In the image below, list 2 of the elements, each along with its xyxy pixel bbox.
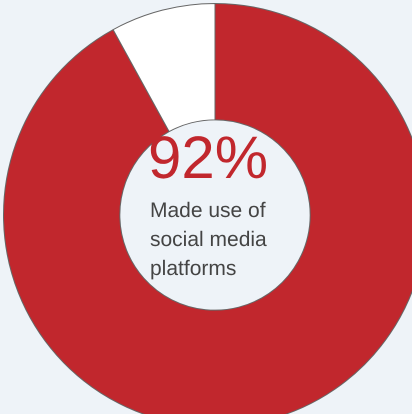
data-label: 92% [148, 124, 268, 191]
text: Made use of social media platforms [150, 198, 268, 282]
